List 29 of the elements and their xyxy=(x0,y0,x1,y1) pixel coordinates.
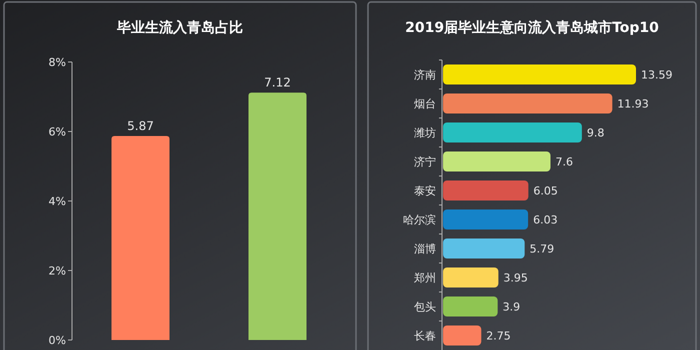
chart-title: 2019届毕业生意向流入青岛城市Top10 xyxy=(405,19,660,36)
chart-title: 毕业生流入青岛占比 xyxy=(116,19,243,36)
y-tick-label: 长春 xyxy=(414,330,436,342)
data-label: 7.12 xyxy=(264,76,291,90)
data-label: 11.93 xyxy=(617,98,649,110)
y-tick-label: 济南 xyxy=(414,68,436,82)
y-tick-label: 哈尔滨 xyxy=(403,214,436,226)
y-tick-label: 8% xyxy=(48,56,66,69)
y-tick-label: 潍坊 xyxy=(414,126,436,140)
data-label: 6.03 xyxy=(533,214,558,226)
data-label: 9.8 xyxy=(586,126,604,140)
y-tick-label: 济宁 xyxy=(414,156,436,168)
y-tick-label: 泰安 xyxy=(414,184,436,198)
y-tick-label: 4% xyxy=(48,195,66,208)
y-tick-label: 0% xyxy=(48,334,66,347)
y-tick-label: 2% xyxy=(48,264,66,278)
data-label: 5.87 xyxy=(127,119,154,134)
data-label: 3.95 xyxy=(503,272,528,284)
y-tick-label: 烟台 xyxy=(414,98,436,110)
data-label: 5.79 xyxy=(530,242,554,256)
data-label: 6.05 xyxy=(533,184,558,198)
data-label: 3.9 xyxy=(502,300,520,314)
y-tick-label: 包头 xyxy=(414,300,436,314)
data-label: 7.6 xyxy=(555,156,573,168)
data-label: 13.59 xyxy=(641,68,672,82)
y-tick-label: 淄博 xyxy=(414,242,436,256)
y-tick-label: 6% xyxy=(48,126,66,138)
y-tick-label: 郑州 xyxy=(414,272,436,284)
data-label: 2.75 xyxy=(486,330,511,342)
